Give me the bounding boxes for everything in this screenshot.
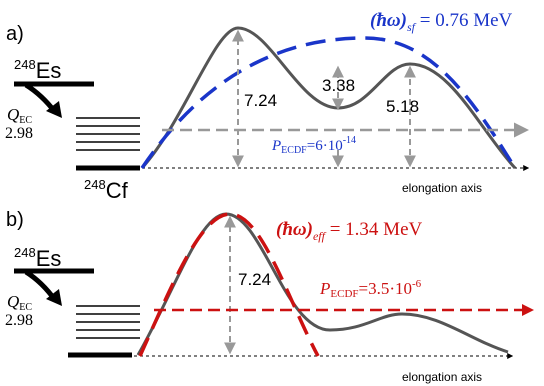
panel-b-parent-nucleus: 248Es: [14, 245, 61, 271]
panel-a-axis-label: elongation axis: [402, 181, 482, 195]
panel-a-ec-arrowhead: [46, 101, 62, 118]
panel-a-hbar-omega: (ħω)sf = 0.76 MeV: [370, 10, 513, 34]
panel-a-daughter-nucleus: 248Cf: [84, 177, 129, 203]
panel-a-p-ecdf: PECDF=6·10-14: [271, 135, 356, 156]
panel-b-energy-level-arrowhead: [522, 304, 534, 316]
panel-a-q-value: 2.98: [5, 125, 33, 142]
panel-b-axis-label: elongation axis: [402, 370, 482, 384]
panel-b-excited-levels: [76, 305, 140, 339]
panel-a: a) 248Es QEC 2.98 248Cf elongation axis: [5, 10, 530, 203]
panel-a-barrier1-value: 7.24: [244, 91, 277, 110]
panel-b-hbar-omega: (ħω)eff = 1.34 MeV: [276, 219, 423, 243]
panel-a-label: a): [6, 23, 24, 45]
panel-a-parabolic-barrier: [140, 36, 517, 169]
panel-a-excited-levels: [76, 117, 140, 151]
panel-b-ec-arrowhead: [46, 289, 62, 306]
panel-b-barrier-value: 7.24: [238, 270, 271, 289]
panel-a-well-value: 3.38: [322, 76, 355, 95]
panel-b-q-value: 2.98: [5, 312, 33, 329]
panel-b-p-ecdf: PECDF=3.5·10-6: [319, 278, 422, 300]
panel-b-parabolic-barrier: [138, 212, 320, 357]
panel-b: b) 248Es QEC 2.98 elongation axis 7.24 (…: [5, 209, 534, 384]
panel-b-q-label: QEC: [7, 292, 32, 313]
panel-a-barrier2-value: 5.18: [386, 97, 419, 116]
panel-a-parent-nucleus: 248Es: [14, 57, 61, 83]
panel-b-label: b): [6, 209, 24, 231]
panel-a-q-label: QEC: [7, 105, 32, 126]
